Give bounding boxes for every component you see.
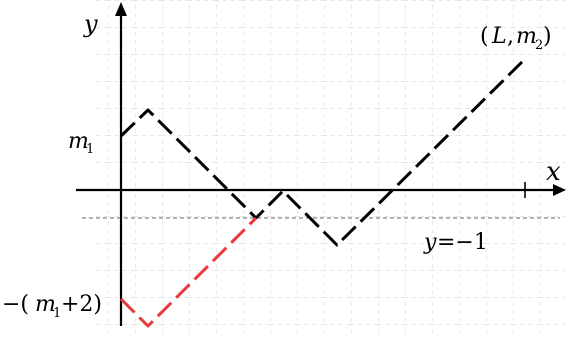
svg-text:y: y (423, 230, 437, 255)
x-axis-label: x (546, 157, 561, 187)
svg-text:1: 1 (53, 306, 61, 321)
svg-text:): ) (543, 24, 552, 49)
lattice-path (119, 56, 528, 247)
svg-text:+2): +2) (61, 292, 102, 317)
y-axis-label: y (83, 10, 98, 38)
svg-text:m: m (35, 292, 56, 317)
m1-label: m 1 (68, 129, 94, 157)
svg-text:1: 1 (86, 142, 94, 157)
svg-text:(: ( (480, 24, 489, 49)
svg-text:,: , (507, 24, 514, 49)
x-axis-arrow (553, 184, 566, 196)
y-axis-arrow (115, 2, 127, 16)
background-grid (94, 0, 566, 337)
y-minus-one-label: y =−1 (423, 230, 488, 255)
endpoint-label: ( L , m 2 ) (480, 24, 552, 53)
svg-text:m: m (68, 129, 89, 154)
svg-text:−(: −( (2, 292, 29, 317)
svg-text:m: m (516, 24, 537, 49)
svg-text:2: 2 (535, 38, 543, 53)
svg-text:=−1: =−1 (437, 230, 488, 255)
reflected-path (119, 216, 258, 328)
svg-text:L: L (491, 24, 507, 49)
negative-m1-plus-2-label: −( m 1 +2) (2, 292, 102, 321)
